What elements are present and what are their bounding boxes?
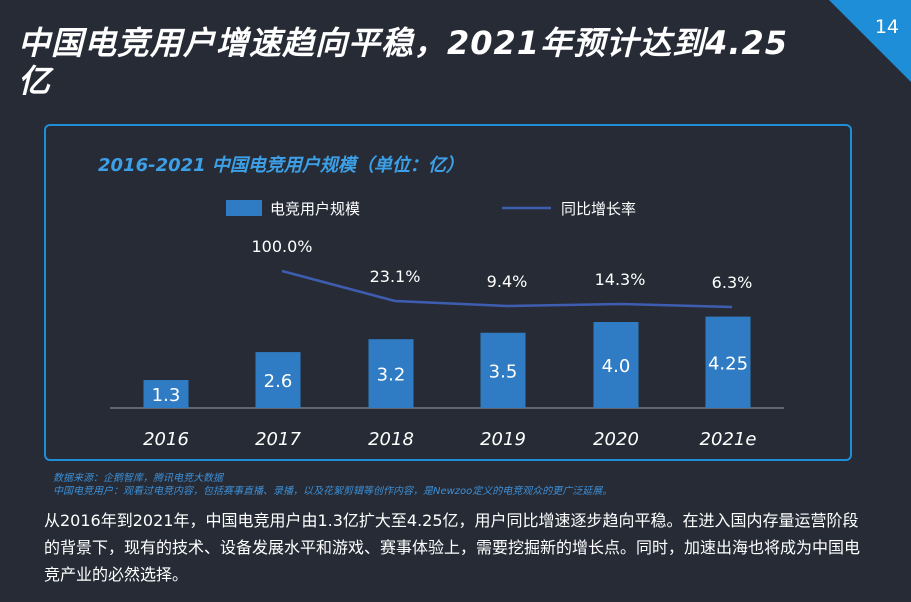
bar-value-label: 3.2	[377, 365, 406, 386]
x-tick-label: 2019	[480, 429, 526, 450]
bar	[705, 316, 751, 408]
rate-value-label: 9.4%	[487, 272, 528, 291]
definition-line: 中国电竞用户：观看过电竞内容，包括赛事直播、录播，以及花絮剪辑等创作内容，是Ne…	[53, 486, 613, 497]
rate-value-label: 23.1%	[370, 267, 421, 286]
source-line: 数据来源：企鹅智库，腾讯电竞大数据	[53, 473, 223, 484]
page-number: 14	[874, 16, 899, 38]
corner-accent	[829, 0, 911, 82]
x-tick-label: 2016	[143, 429, 189, 450]
chart-title: 2016-2021 中国电竞用户规模（单位：亿）	[98, 155, 464, 176]
x-tick-label: 2018	[368, 429, 414, 450]
bar	[593, 322, 639, 408]
bar-value-label: 1.3	[152, 385, 181, 406]
rate-value-label: 6.3%	[712, 273, 753, 292]
bar-value-label: 2.6	[264, 371, 293, 392]
rate-value-label: 14.3%	[595, 270, 646, 289]
bar	[480, 332, 526, 408]
rate-value-label: 100.0%	[251, 237, 312, 256]
legend-bar-label: 电竞用户规模	[270, 200, 360, 218]
x-tick-label: 2017	[255, 429, 301, 450]
bar-value-label: 4.25	[708, 353, 748, 374]
x-tick-label: 2020	[593, 429, 639, 450]
bar-value-label: 3.5	[489, 361, 518, 382]
bar-value-label: 4.0	[602, 356, 631, 377]
growth-rate-line	[281, 269, 733, 309]
legend-line-label: 同比增长率	[561, 200, 636, 218]
page-title: 中国电竞用户增速趋向平稳，2021年预计达到4.25亿	[18, 24, 789, 100]
x-tick-label: 2021e	[700, 429, 757, 450]
bar	[255, 352, 301, 408]
summary-text: 从2016年到2021年，中国电竞用户由1.3亿扩大至4.25亿，用户同比增速逐…	[44, 511, 861, 584]
legend-bar-swatch	[226, 200, 262, 216]
source-note: 数据来源：企鹅智库，腾讯电竞大数据 中国电竞用户：观看过电竞内容，包括赛事直播、…	[53, 472, 612, 498]
bar	[368, 339, 414, 408]
bar	[143, 380, 189, 408]
chart-panel	[44, 124, 852, 461]
